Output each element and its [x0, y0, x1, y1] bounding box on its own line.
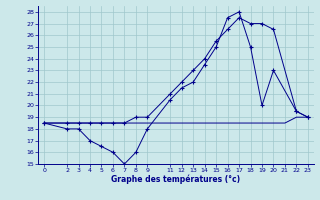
X-axis label: Graphe des températures (°c): Graphe des températures (°c) — [111, 175, 241, 184]
